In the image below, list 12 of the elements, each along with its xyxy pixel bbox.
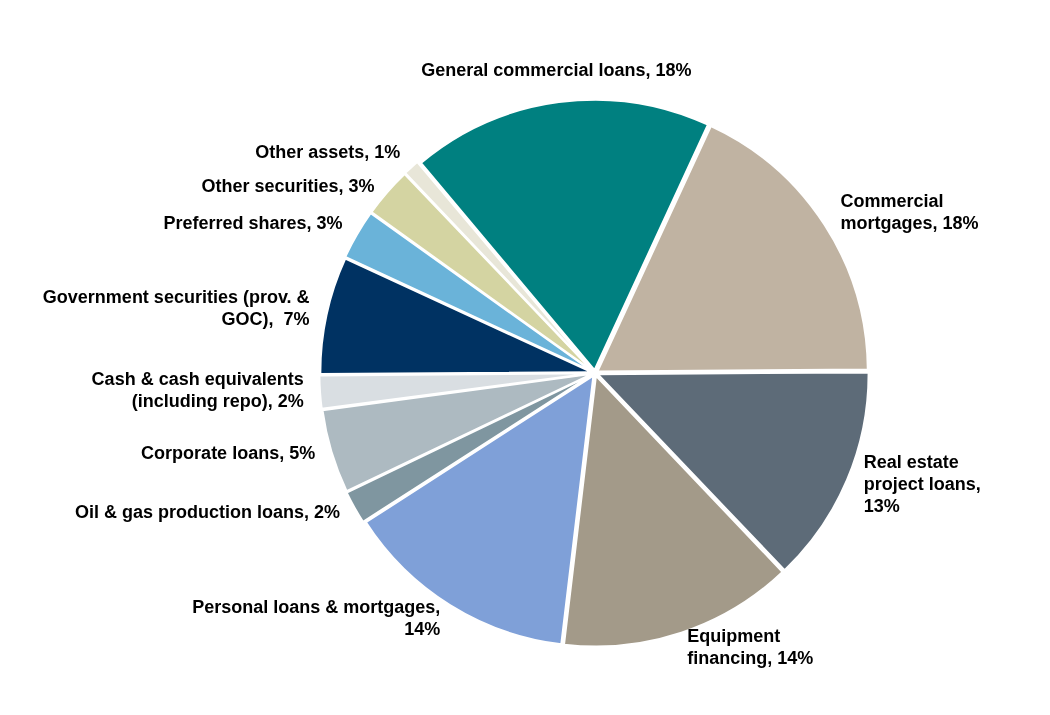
slice-label: Other securities, 3%: [201, 176, 375, 197]
slice-label: Other assets, 1%: [255, 142, 401, 163]
slice-label: General commercial loans, 18%: [421, 59, 692, 80]
slice-label: Oil & gas production loans, 2%: [75, 502, 341, 523]
slice-label: Cash & cash equivalents (including repo), 2%: [91, 369, 304, 412]
slice-label: Government securities (prov. & GOC), 7%: [42, 287, 310, 330]
slice-label: Equipment financing, 14%: [687, 626, 814, 669]
slice-label: Corporate loans, 5%: [141, 443, 316, 464]
slice-label: Personal loans & mortgages, 14%: [192, 596, 441, 639]
slice-label: Commercial mortgages, 18%: [840, 190, 979, 233]
slice-label: Real estate project loans, 13%: [863, 452, 981, 517]
slice-label: Preferred shares, 3%: [163, 213, 343, 234]
